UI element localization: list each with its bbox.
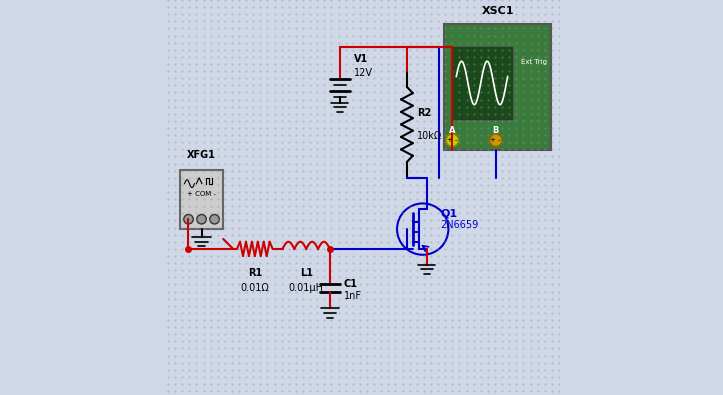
Text: 1nF: 1nF <box>343 291 362 301</box>
Text: 2N6659: 2N6659 <box>440 220 479 230</box>
Text: +: + <box>489 137 495 143</box>
Text: 12V: 12V <box>354 68 372 78</box>
Text: + COM -: + COM - <box>187 190 216 197</box>
Text: XFG1: XFG1 <box>187 150 216 160</box>
Circle shape <box>210 214 219 224</box>
Text: R2: R2 <box>416 107 431 118</box>
Text: A: A <box>449 126 455 135</box>
Text: 0.01Ω: 0.01Ω <box>241 283 269 293</box>
Text: R1: R1 <box>248 267 262 278</box>
Circle shape <box>197 214 206 224</box>
Text: -: - <box>455 137 457 143</box>
FancyBboxPatch shape <box>180 170 223 229</box>
Circle shape <box>446 134 458 147</box>
Text: +: + <box>446 137 452 143</box>
Text: 0.01μH: 0.01μH <box>288 283 324 293</box>
FancyBboxPatch shape <box>445 24 551 150</box>
Text: C1: C1 <box>343 279 358 290</box>
Text: B: B <box>492 126 499 135</box>
Circle shape <box>489 134 502 147</box>
Circle shape <box>184 214 193 224</box>
FancyBboxPatch shape <box>453 47 512 118</box>
Text: XSC1: XSC1 <box>482 6 514 16</box>
Text: V1: V1 <box>354 54 368 64</box>
Text: Q1: Q1 <box>440 208 458 218</box>
Text: 10kΩ: 10kΩ <box>416 131 442 141</box>
Text: -: - <box>498 137 500 143</box>
Text: Ext Trig: Ext Trig <box>521 58 547 65</box>
Text: L1: L1 <box>300 267 313 278</box>
